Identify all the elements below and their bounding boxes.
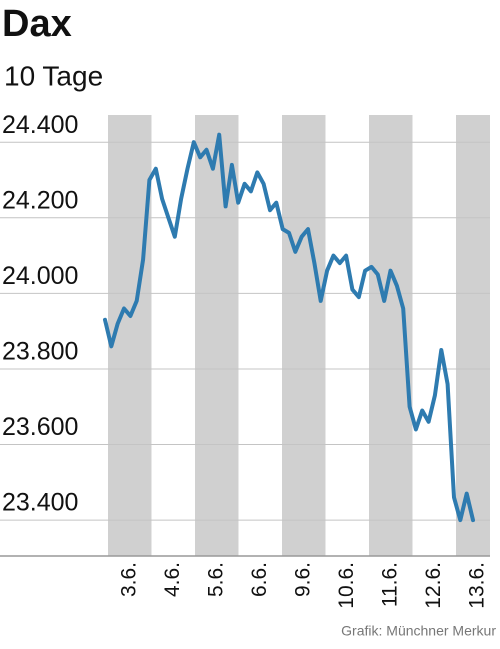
chart-subtitle: 10 Tage: [4, 60, 103, 91]
x-tick-label: 5.6.: [204, 562, 227, 597]
x-tick-label: 6.6.: [248, 562, 271, 597]
day-band: [456, 115, 490, 556]
x-tick-label: 11.6.: [378, 562, 401, 607]
y-tick-label: 24.200: [2, 186, 78, 214]
y-tick-label: 24.000: [2, 262, 78, 290]
day-band: [195, 115, 239, 556]
source: Grafik: Münchner Merkur: [341, 623, 496, 639]
y-tick-label: 24.400: [2, 111, 78, 139]
x-tick-label: 3.6.: [117, 562, 140, 597]
day-band: [282, 115, 326, 556]
x-tick-label: 12.6.: [422, 562, 445, 609]
y-tick-label: 23.600: [2, 413, 78, 441]
x-tick-label: 9.6.: [291, 562, 314, 597]
x-tick-label: 4.6.: [161, 562, 184, 597]
y-tick-label: 23.400: [2, 489, 78, 517]
x-tick-label: 10.6.: [335, 562, 358, 609]
chart-title: Dax: [2, 3, 72, 45]
y-tick-label: 23.800: [2, 338, 78, 366]
x-tick-label: 13.6.: [465, 562, 488, 609]
price-line: [103, 132, 475, 523]
